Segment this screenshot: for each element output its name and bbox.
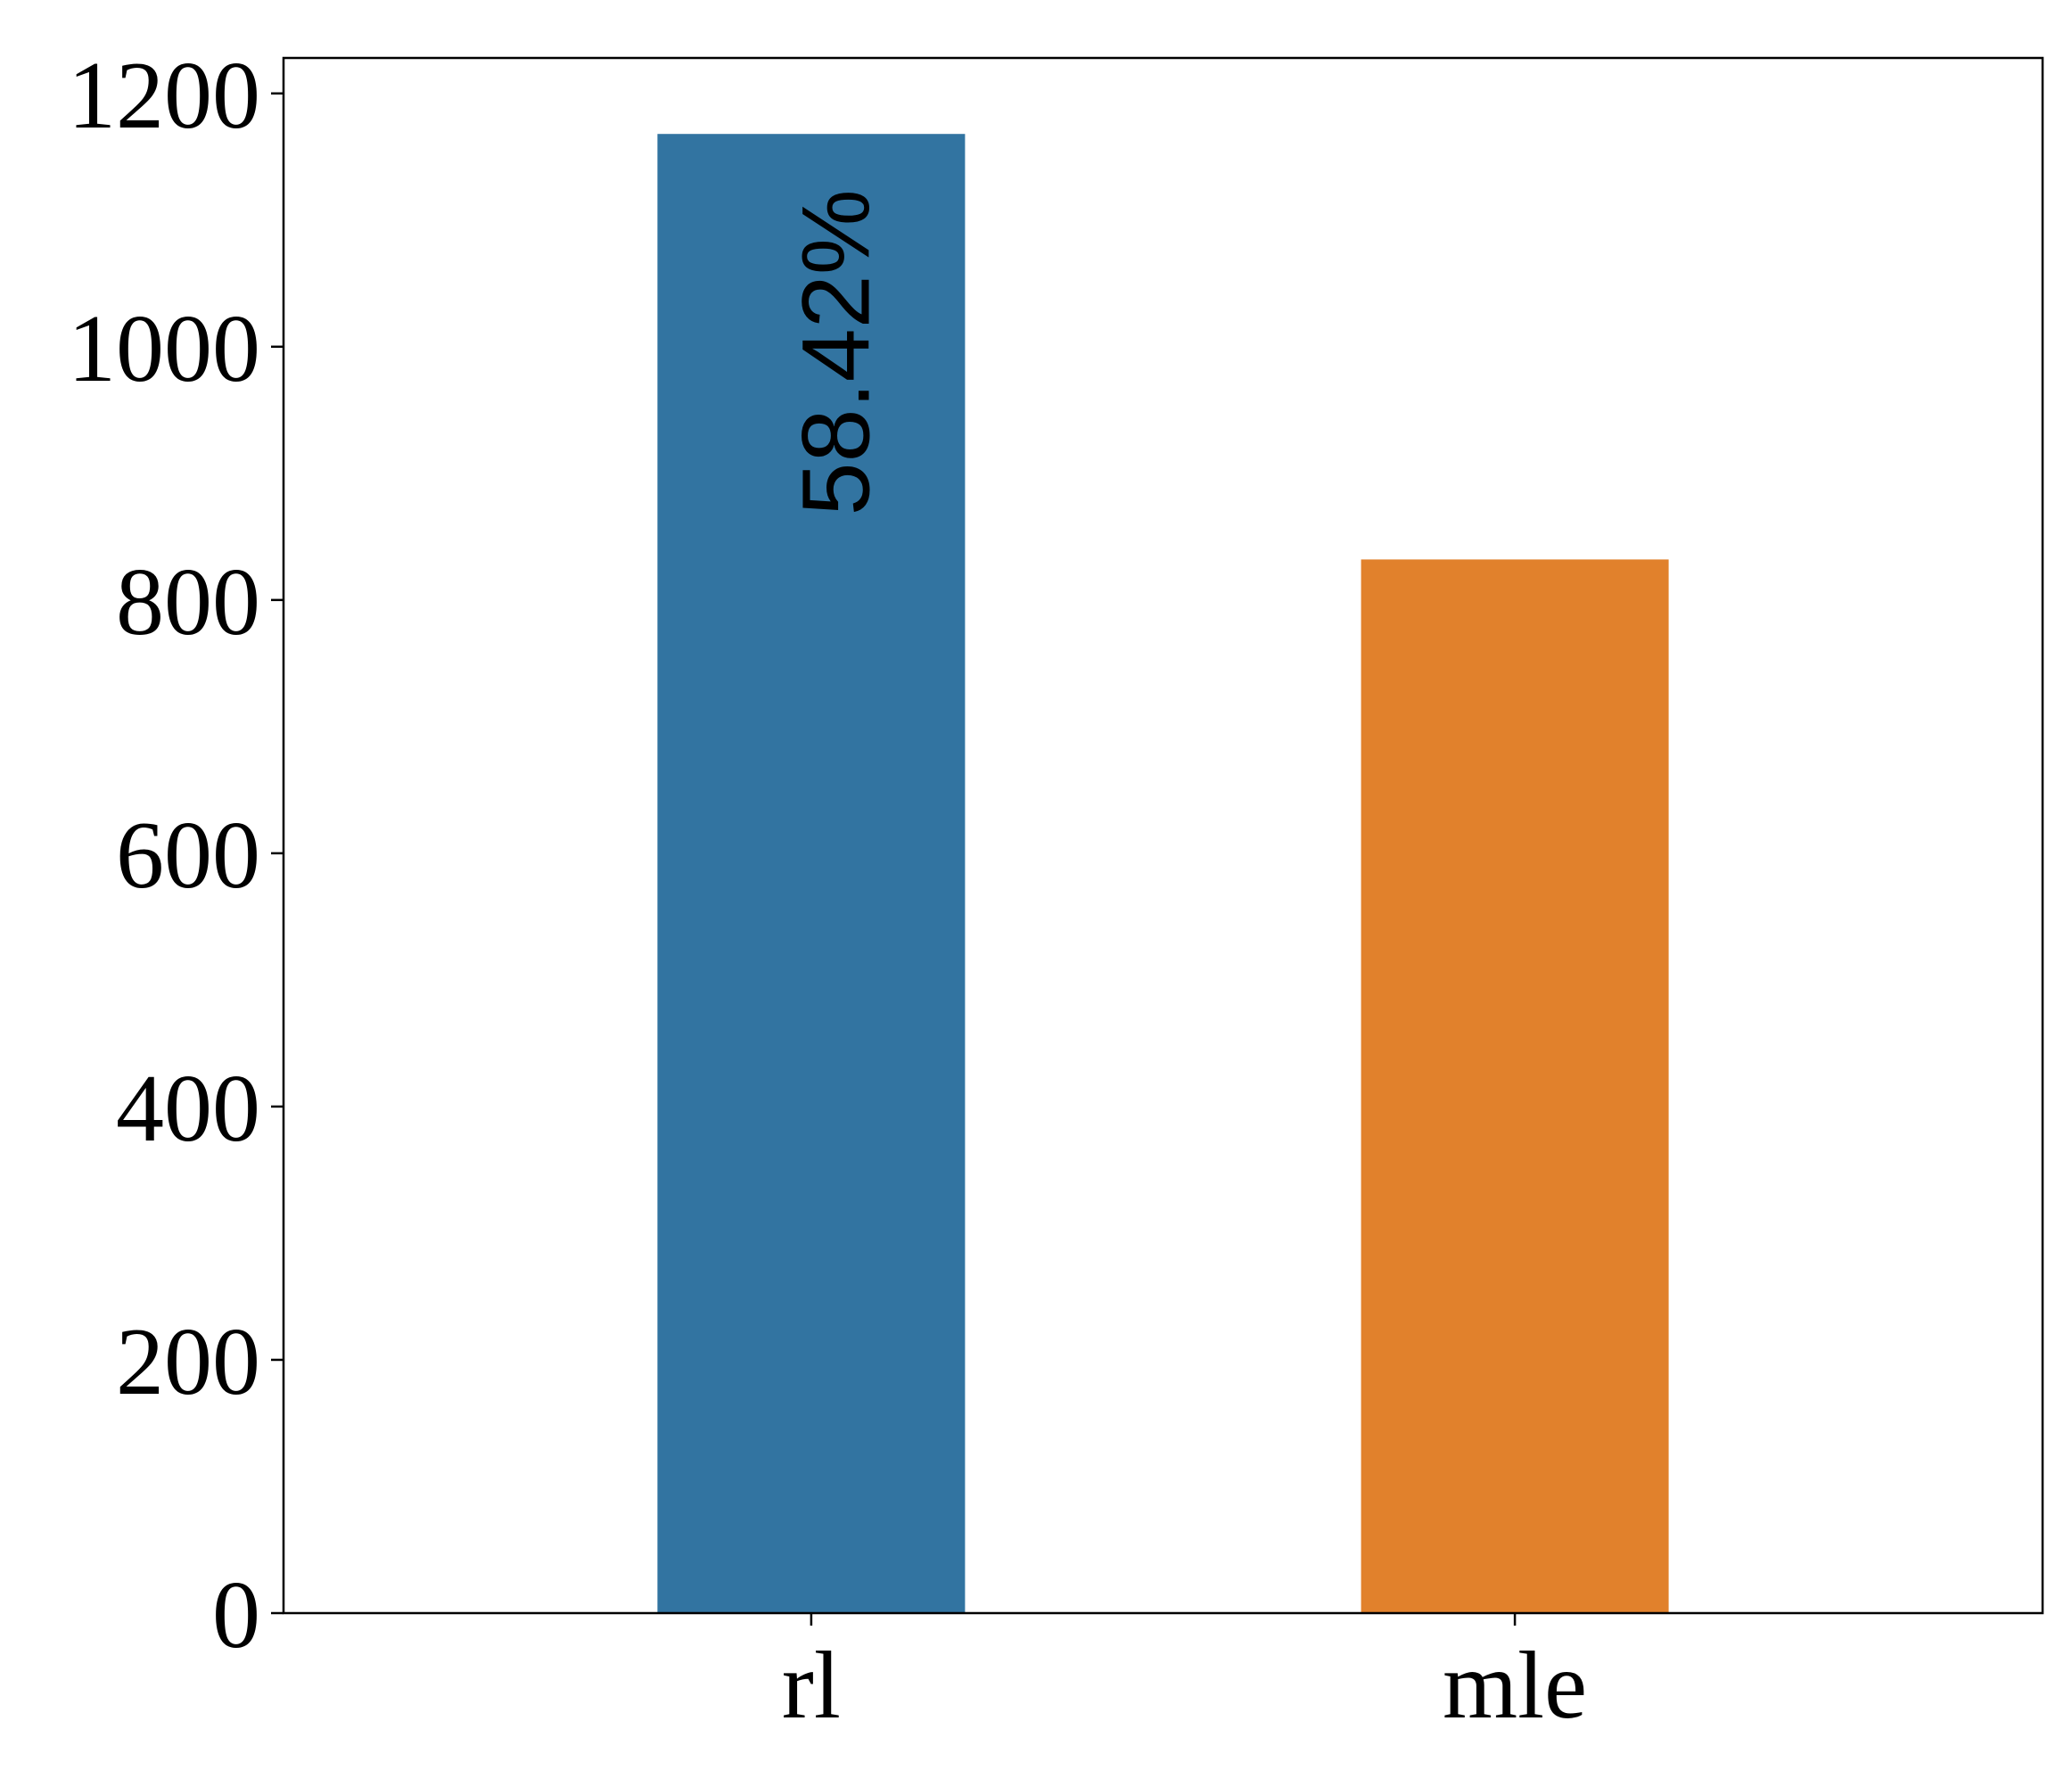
- bar-mle: [1361, 559, 1669, 1613]
- bar-annotation-rl: 58.42%: [781, 189, 889, 515]
- y-tick-label-1200: 1200: [68, 43, 260, 149]
- y-tick-label-200: 200: [116, 1309, 260, 1415]
- y-tick-label-800: 800: [116, 549, 260, 655]
- y-axis: 0 200 400 600 800 1000 1200: [68, 43, 284, 1668]
- y-tick-label-400: 400: [116, 1056, 260, 1162]
- plot-frame: [282, 56, 2044, 1615]
- bar-annotations-group: 58.42%: [781, 189, 889, 515]
- bar-rl: [657, 134, 966, 1614]
- y-tick-label-0: 0: [212, 1562, 260, 1668]
- bars-group: [657, 134, 1669, 1614]
- x-axis: rl mle: [782, 1613, 1587, 1739]
- y-tick-label-600: 600: [116, 803, 260, 909]
- x-tick-label-mle: mle: [1443, 1633, 1587, 1739]
- x-tick-label-rl: rl: [782, 1633, 841, 1739]
- y-tick-label-1000: 1000: [68, 296, 260, 402]
